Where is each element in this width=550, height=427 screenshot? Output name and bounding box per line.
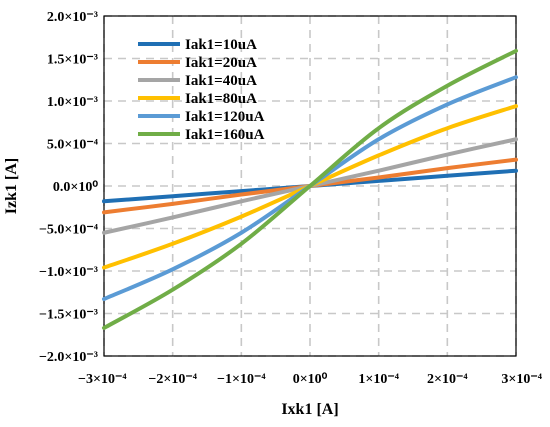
y-tick-labels: −2.0×10⁻³ −1.5×10⁻³ −1.0×10⁻³ −5.0×10⁻⁴ 0.0×… xyxy=(39,10,99,365)
legend-label: Iak1=40uA xyxy=(185,73,257,89)
x-tick-label: −2×10⁻⁴ xyxy=(148,372,197,387)
x-tick-label: 0×10⁰ xyxy=(293,372,328,387)
y-tick-label: −1.5×10⁻³ xyxy=(39,308,98,323)
y-tick-label: −2.0×10⁻³ xyxy=(39,350,98,365)
plot-frame xyxy=(103,15,517,357)
x-tick-labels: −3×10⁻⁴ −2×10⁻⁴ −1×10⁻⁴ 0×10⁰ 1×10⁻⁴ 2×10⁻⁴ 3×… xyxy=(78,372,543,387)
x-tick-label: 3×10⁻⁴ xyxy=(501,372,542,387)
legend-label: Iak1=20uA xyxy=(185,55,257,71)
y-axis-label: Izk1 [A] xyxy=(3,158,20,214)
y-tick-label: 5.0×10⁻⁴ xyxy=(47,138,99,153)
x-tick-label: 2×10⁻⁴ xyxy=(427,372,468,387)
y-tick-label: 2.0×10⁻³ xyxy=(47,10,98,25)
y-tick-label: −5.0×10⁻⁴ xyxy=(39,223,99,238)
legend: Iak1=10uA Iak1=20uA Iak1=40uA Iak1=80uA Iak1… xyxy=(138,37,265,143)
series-line-5 xyxy=(102,48,518,330)
x-axis-label: Ixk1 [A] xyxy=(281,401,338,418)
legend-label: Iak1=80uA xyxy=(185,91,257,107)
x-tick-label: −3×10⁻⁴ xyxy=(78,372,127,387)
x-tick-label: 1×10⁻⁴ xyxy=(358,372,399,387)
y-tick-label: 1.5×10⁻³ xyxy=(47,53,98,68)
legend-label: Iak1=160uA xyxy=(185,127,265,143)
legend-label: Iak1=120uA xyxy=(185,109,265,125)
y-tick-label: 1.0×10⁻³ xyxy=(47,95,98,110)
legend-label: Iak1=10uA xyxy=(185,37,257,53)
y-tick-label: −1.0×10⁻³ xyxy=(39,265,98,280)
series-lines xyxy=(102,48,518,330)
x-tick-label: −1×10⁻⁴ xyxy=(217,372,266,387)
y-tick-label: 0.0×10⁰ xyxy=(53,180,98,195)
